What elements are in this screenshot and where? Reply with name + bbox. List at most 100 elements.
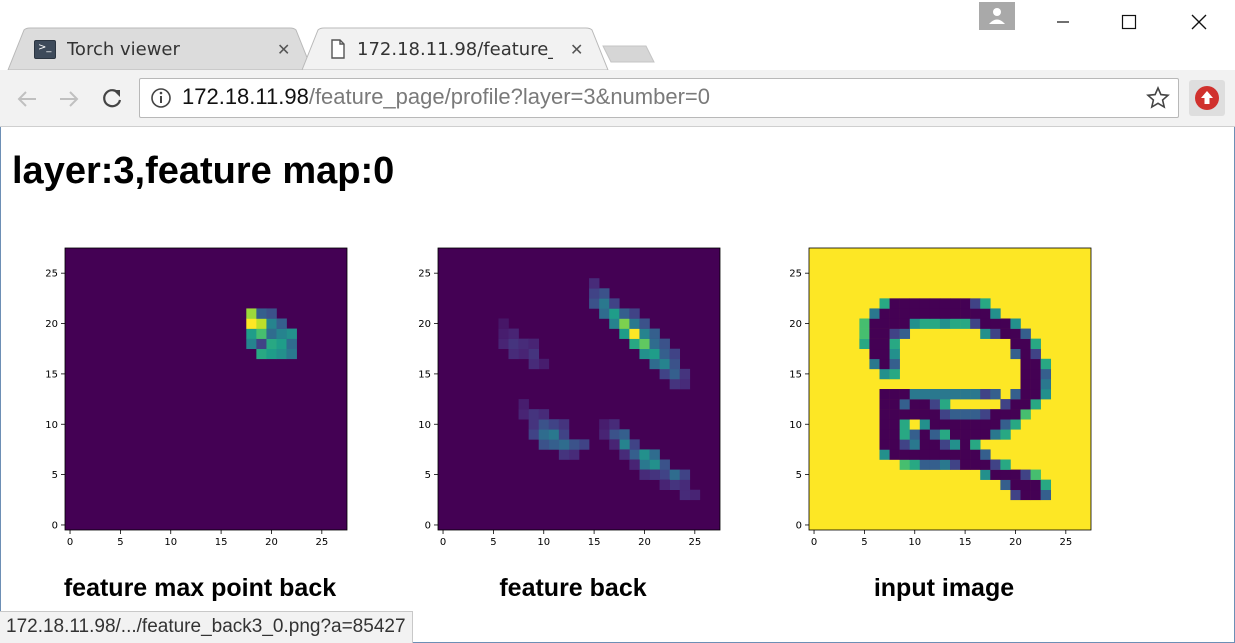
heatmap-cell [889,368,900,380]
upload-arrow-icon [1195,86,1219,110]
profile-icon[interactable] [979,2,1015,30]
heatmap-cell [960,439,971,450]
heatmap-cell [518,338,529,350]
heatmap-cell [538,419,550,430]
minimize-button[interactable] [1040,0,1086,44]
heatmap-cell [929,459,941,470]
url-host: 172.18.11.98 [182,84,309,109]
reload-button[interactable] [97,84,127,114]
extension-button[interactable] [1189,80,1225,116]
heatmap-cell [889,399,900,410]
heatmap-cell [960,308,971,319]
reload-icon [103,89,122,108]
heatmap-cell [1010,489,1021,501]
heatmap-cell [889,318,900,329]
close-icon [1191,14,1207,30]
heatmap-cell [659,469,670,480]
close-window-button[interactable] [1176,0,1222,44]
heatmap-cell [970,439,981,450]
heatmap-cell [879,439,890,450]
heatmap-cell [960,318,971,329]
heatmap-cell [639,338,650,350]
status-bar: 172.18.11.98/.../feature_back3_0.png?a=8… [0,611,413,643]
heatmap-cell [528,409,540,420]
heatmap-cell [1030,338,1041,350]
heatmap-cell [609,439,620,450]
heatmap-cell [919,439,931,450]
star-icon[interactable] [1146,86,1170,110]
heatmap-cell [1040,368,1052,380]
heatmap-cell [970,459,981,470]
heatmap-cell [970,409,981,420]
heatmap-cell [990,429,1001,440]
terminal-icon: >_ [34,40,56,59]
heatmap-cell [649,328,660,339]
info-icon[interactable] [150,87,172,109]
heatmap-cell [950,308,961,319]
x-tick-label: 20 [638,537,651,548]
heatmap-cell [649,338,660,350]
heatmap-cell [899,318,911,329]
x-tick-label: 5 [861,537,867,548]
heatmap-cell [538,429,550,440]
heatmap-cell [970,429,981,440]
heatmap-cell [1020,348,1031,360]
heatmap-cell [899,409,911,420]
heatmap-cell [558,419,570,430]
heatmap-cell [869,318,880,329]
maximize-button[interactable] [1106,0,1152,44]
heatmap-cell [508,328,519,339]
heatmap-cell [899,328,911,339]
tab-close-icon[interactable]: ✕ [277,40,291,59]
heatmap-cell [659,479,670,491]
heatmap-cell [1030,399,1041,410]
forward-button[interactable] [54,84,84,114]
heatmap-cell [950,419,961,430]
y-tick-label: 20 [789,319,802,330]
heatmap-cell [919,459,931,470]
heatmap-cell [879,429,890,440]
heatmap-cell [1010,389,1021,400]
heatmap-cell [950,389,961,400]
heatmap-background [65,248,347,530]
heatmap-cell [960,429,971,440]
heatmap-cell [929,409,941,420]
heatmap-cell [980,419,991,430]
heatmap-cell [980,298,991,309]
heatmap-cell [909,439,921,450]
heatmap-cell [970,298,981,309]
heatmap-cell [1010,318,1021,329]
x-tick-label: 15 [215,537,228,548]
tab-feature-page[interactable] [318,28,588,70]
heatmap-cell [1020,489,1031,501]
x-tick-label: 0 [440,537,446,548]
tab-torch-viewer[interactable]: >_ [24,28,314,70]
heatmap-cell [889,298,900,309]
heatmap-cell [899,419,911,430]
heatmap-cell [1000,328,1011,339]
x-tick-label: 25 [1059,537,1072,548]
url-text[interactable]: 172.18.11.98/feature_page/profile?layer=… [182,84,710,110]
heatmap-cell [1000,409,1011,420]
heatmap-cell [879,449,890,460]
heatmap-cell [899,298,911,309]
heatmap-cell [919,449,931,460]
y-tick-label: 10 [418,420,431,431]
heatmap-cell [960,409,971,420]
tab-close-icon[interactable]: ✕ [570,40,584,59]
address-bar[interactable] [139,78,1179,118]
heatmap-cell [990,328,1001,339]
heatmap-cell [286,348,297,360]
heatmap-cell [538,439,550,450]
heatmap-cell [599,419,610,430]
heatmap-cell [980,429,991,440]
heatmap-cell [609,419,620,430]
heatmap-cell [649,358,660,370]
back-button[interactable] [12,84,42,114]
heatmap-cell [980,449,991,460]
page-title: layer:3,feature map:0 [12,150,395,192]
heatmap-cell [548,419,560,430]
heatmap-cell [939,399,951,410]
heatmap-cell [599,298,610,309]
heatmap-cell [929,318,941,329]
